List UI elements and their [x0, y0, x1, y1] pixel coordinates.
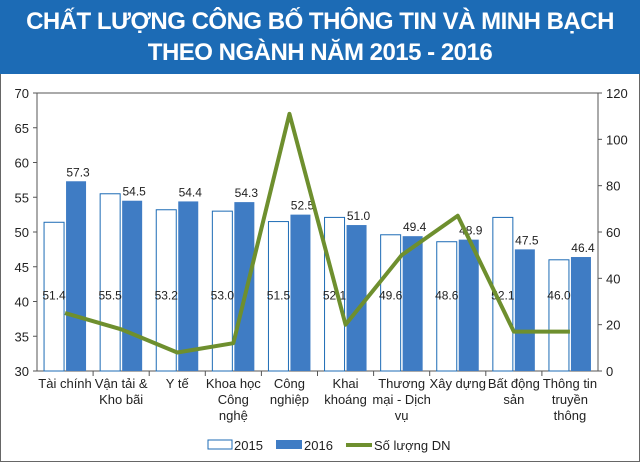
left-tick-label: 50 — [15, 225, 29, 240]
data-label-2015: 53.2 — [155, 289, 179, 303]
bar-2015 — [548, 259, 570, 372]
right-tick-label: 80 — [606, 179, 620, 194]
legend-label-2015: 2015 — [234, 438, 263, 453]
data-label-2016: 49.4 — [403, 220, 427, 234]
bar-2016 — [458, 239, 479, 371]
bar-2016 — [346, 225, 367, 371]
legend-swatch-2016 — [276, 440, 302, 449]
bar-2015 — [380, 234, 402, 372]
chart-title-line-2: THEO NGÀNH NĂM 2015 - 2016 — [147, 39, 493, 66]
category-label: Kho bãi — [99, 392, 143, 407]
left-tick-label: 70 — [15, 86, 29, 101]
chart-title: CHẤT LƯỢNG CÔNG BỐ THÔNG TIN VÀ MINH BẠC… — [0, 0, 640, 74]
category-label: Công — [218, 392, 249, 407]
data-label-2015: 51.5 — [267, 289, 291, 303]
category-label: Y tế — [166, 376, 190, 391]
bar-2016 — [514, 249, 535, 371]
left-tick-label: 60 — [15, 156, 29, 171]
left-tick-label: 30 — [15, 364, 29, 379]
category-label: Thông tin — [543, 376, 597, 391]
category-label: truyền — [552, 392, 588, 407]
data-label-2016: 54.3 — [235, 186, 259, 200]
category-label: sản — [503, 392, 524, 407]
right-tick-label: 40 — [606, 271, 620, 286]
bar-2015 — [99, 193, 121, 372]
data-label-2015: 53.0 — [211, 289, 235, 303]
data-label-2015: 51.4 — [42, 289, 66, 303]
bar-2015 — [43, 221, 65, 372]
bar-2015 — [267, 221, 289, 372]
category-label: nghiệp — [270, 392, 309, 407]
bar-2015 — [155, 209, 177, 372]
category-label: Khai — [333, 376, 359, 391]
bar-2015 — [211, 210, 233, 372]
category-label: Công — [274, 376, 305, 391]
line-so-luong-dn — [64, 111, 570, 355]
left-tick-label: 55 — [15, 190, 29, 205]
bar-2015 — [492, 216, 514, 372]
data-label-2016: 54.4 — [179, 185, 203, 199]
data-label-2016: 52.5 — [291, 199, 315, 213]
left-tick-label: 45 — [15, 260, 29, 275]
right-tick-label: 60 — [606, 225, 620, 240]
right-tick-label: 120 — [606, 86, 628, 101]
bar-2016 — [122, 200, 143, 371]
right-tick-label: 0 — [606, 364, 613, 379]
bar-2015 — [436, 241, 458, 372]
category-label: mại - Dịch — [372, 392, 431, 407]
bar-2016 — [178, 201, 199, 371]
category-label: Vận tải & — [95, 376, 148, 391]
data-label-2015: 55.5 — [98, 289, 122, 303]
legend-label-so-luong-dn: Số lượng DN — [374, 438, 450, 453]
bar-2015 — [324, 216, 346, 372]
left-tick-label: 65 — [15, 121, 29, 136]
data-label-2016: 46.4 — [571, 241, 595, 255]
legend-label-2016: 2016 — [304, 438, 333, 453]
bar-2016 — [570, 257, 591, 371]
bar-2016 — [402, 236, 423, 371]
category-label: Khoa học — [206, 376, 261, 391]
right-tick-label: 100 — [606, 132, 628, 147]
category-label: khoáng — [324, 392, 367, 407]
data-label-2015: 46.0 — [547, 289, 571, 303]
category-label: nghệ — [219, 408, 248, 423]
category-label: Thương — [378, 376, 425, 391]
data-label-2016: 57.3 — [66, 165, 90, 179]
legend-swatch-2015 — [207, 439, 233, 450]
bar-2016 — [234, 202, 255, 371]
right-tick-label: 20 — [606, 318, 620, 333]
bar-2016 — [66, 181, 87, 371]
category-label: vụ — [395, 408, 409, 423]
category-label: thông — [554, 408, 587, 423]
data-label-2015: 48.6 — [435, 289, 459, 303]
data-label-2016: 47.5 — [515, 233, 539, 247]
category-label: Tài chính — [38, 376, 91, 391]
chart-title-line-1: CHẤT LƯỢNG CÔNG BỐ THÔNG TIN VÀ MINH BẠC… — [26, 8, 614, 35]
category-label: Bất động — [488, 376, 540, 391]
data-label-2015: 49.6 — [379, 289, 403, 303]
data-label-2016: 54.5 — [122, 185, 146, 199]
left-tick-label: 35 — [15, 329, 29, 344]
bar-2016 — [290, 214, 311, 371]
category-label: Xây dựng — [430, 376, 486, 391]
left-tick-label: 40 — [15, 295, 29, 310]
data-label-2016: 51.0 — [347, 209, 371, 223]
